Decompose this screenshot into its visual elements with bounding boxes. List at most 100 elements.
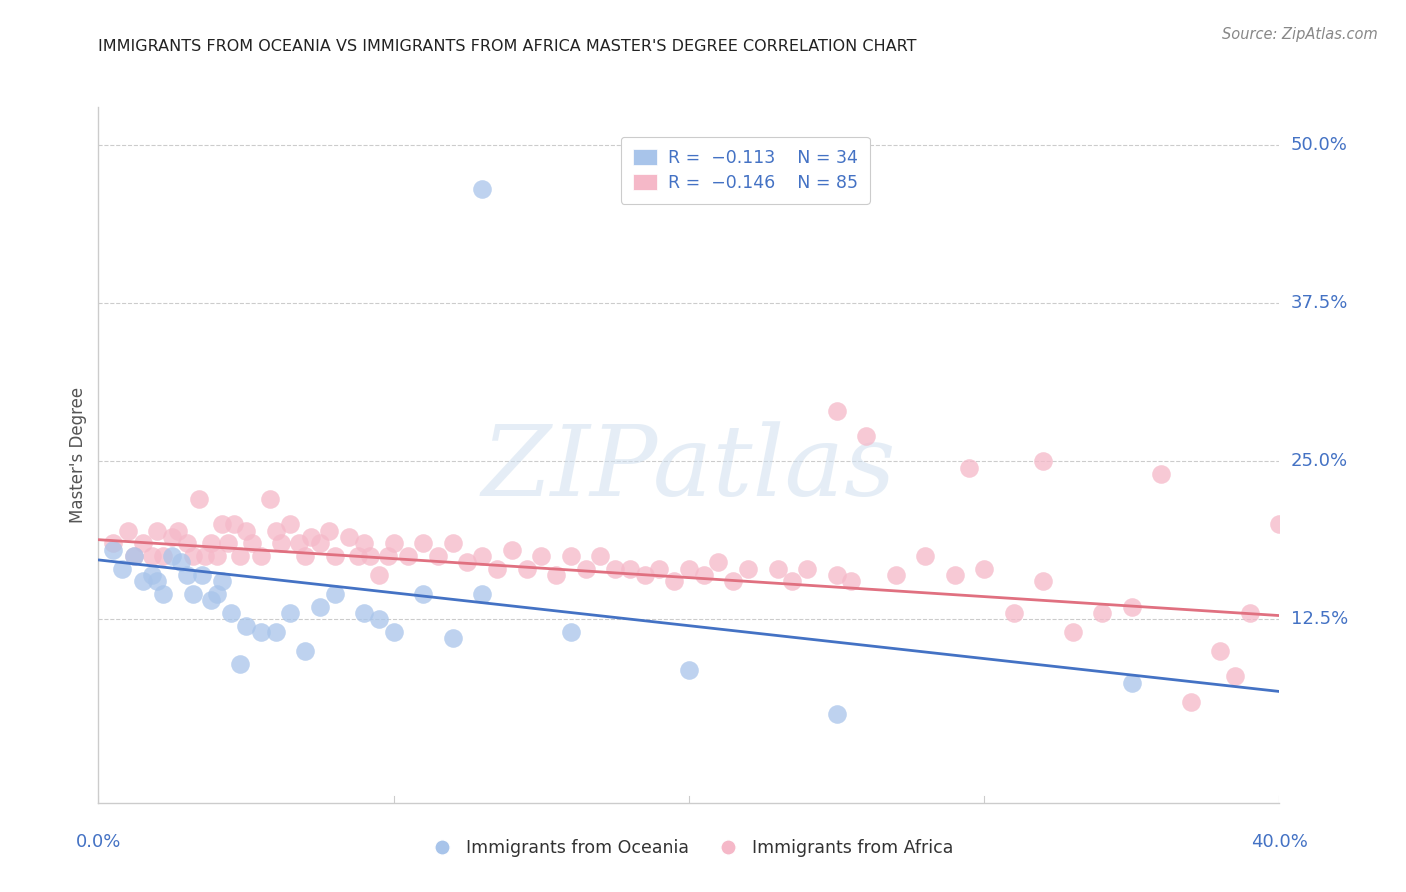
Point: [501, 542, 523, 557]
Point: [382, 536, 405, 550]
Text: ZIPatlas: ZIPatlas: [482, 421, 896, 516]
Point: [250, 549, 273, 563]
Point: [648, 562, 671, 576]
Point: [560, 549, 582, 563]
Point: [368, 612, 391, 626]
Point: [1032, 574, 1054, 589]
Point: [412, 587, 434, 601]
Point: [117, 524, 139, 538]
Point: [441, 536, 464, 550]
Point: [574, 562, 596, 576]
Point: [693, 568, 716, 582]
Point: [678, 663, 700, 677]
Point: [294, 549, 316, 563]
Point: [219, 606, 242, 620]
Point: [396, 549, 419, 563]
Point: [619, 562, 641, 576]
Point: [471, 587, 494, 601]
Point: [264, 625, 287, 640]
Point: [1180, 695, 1202, 709]
Point: [152, 587, 174, 601]
Point: [766, 562, 789, 576]
Point: [162, 549, 183, 563]
Point: [191, 568, 214, 582]
Point: [299, 530, 322, 544]
Point: [176, 536, 198, 550]
Point: [441, 632, 464, 646]
Point: [200, 536, 222, 550]
Point: [427, 549, 450, 563]
Point: [471, 549, 494, 563]
Point: [278, 606, 302, 620]
Point: [914, 549, 936, 563]
Point: [294, 644, 316, 658]
Point: [122, 549, 145, 563]
Point: [353, 536, 375, 550]
Point: [368, 568, 391, 582]
Point: [146, 574, 169, 589]
Point: [323, 549, 346, 563]
Point: [224, 517, 246, 532]
Point: [1032, 454, 1054, 468]
Point: [103, 536, 125, 550]
Point: [1121, 675, 1143, 690]
Point: [167, 524, 190, 538]
Point: [309, 536, 332, 550]
Point: [825, 707, 848, 722]
Point: [825, 403, 848, 417]
Point: [382, 625, 405, 640]
Text: 0.0%: 0.0%: [76, 833, 121, 851]
Point: [146, 524, 169, 538]
Point: [855, 429, 877, 443]
Point: [229, 549, 252, 563]
Point: [103, 542, 125, 557]
Point: [229, 657, 252, 671]
Point: [181, 587, 204, 601]
Point: [721, 574, 744, 589]
Point: [1239, 606, 1261, 620]
Point: [412, 536, 434, 550]
Point: [1091, 606, 1114, 620]
Point: [377, 549, 399, 563]
Point: [111, 562, 134, 576]
Text: 50.0%: 50.0%: [1291, 136, 1347, 154]
Point: [200, 593, 222, 607]
Point: [181, 549, 204, 563]
Point: [270, 536, 292, 550]
Point: [162, 530, 183, 544]
Point: [943, 568, 966, 582]
Point: [217, 536, 239, 550]
Point: [1002, 606, 1025, 620]
Point: [515, 562, 537, 576]
Point: [959, 460, 981, 475]
Point: [664, 574, 686, 589]
Point: [176, 568, 198, 582]
Point: [205, 549, 228, 563]
Point: [1150, 467, 1173, 481]
Point: [211, 574, 233, 589]
Point: [796, 562, 818, 576]
Point: [170, 556, 193, 570]
Point: [132, 536, 155, 550]
Point: [323, 587, 346, 601]
Point: [194, 549, 217, 563]
Text: 25.0%: 25.0%: [1291, 452, 1348, 470]
Point: [707, 556, 730, 570]
Point: [589, 549, 612, 563]
Point: [347, 549, 370, 563]
Point: [259, 492, 281, 507]
Point: [633, 568, 655, 582]
Point: [132, 574, 155, 589]
Text: 40.0%: 40.0%: [1251, 833, 1308, 851]
Point: [264, 524, 287, 538]
Point: [235, 524, 257, 538]
Point: [1223, 669, 1246, 683]
Point: [337, 530, 360, 544]
Point: [250, 625, 273, 640]
Point: [1121, 599, 1143, 614]
Point: [544, 568, 567, 582]
Point: [187, 492, 209, 507]
Point: [211, 517, 233, 532]
Text: 12.5%: 12.5%: [1291, 610, 1348, 628]
Point: [152, 549, 174, 563]
